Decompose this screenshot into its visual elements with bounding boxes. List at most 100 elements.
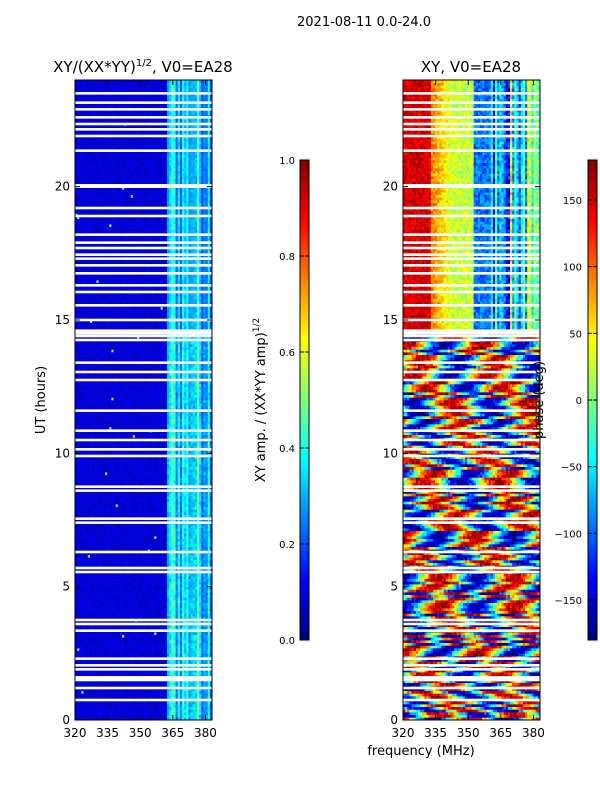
heatmap-cell xyxy=(126,610,129,614)
heatmap-cell xyxy=(92,637,95,641)
heatmap-cell xyxy=(132,626,136,630)
heatmap-cell xyxy=(171,661,174,665)
heatmap-cell xyxy=(147,682,151,686)
heatmap-cell xyxy=(119,613,123,617)
heatmap-cell xyxy=(122,578,125,582)
heatmap-cell xyxy=(85,581,89,585)
heatmap-cell xyxy=(98,661,102,665)
heatmap-cell xyxy=(173,616,176,620)
heatmap-cell xyxy=(164,653,168,657)
heatmap-cell xyxy=(79,661,82,665)
heatmap-cell xyxy=(182,672,185,676)
heatmap-cell xyxy=(158,512,161,516)
heatmap-cell xyxy=(156,528,159,532)
heatmap-cell xyxy=(77,704,80,708)
heatmap-cell xyxy=(201,557,204,561)
heatmap-cell xyxy=(209,597,212,601)
heatmap-cell xyxy=(209,554,212,558)
heatmap-cell xyxy=(190,600,194,604)
heatmap-cell xyxy=(154,512,157,516)
heatmap-cell xyxy=(134,706,138,710)
heatmap-cell xyxy=(184,605,187,609)
heatmap-cell xyxy=(83,640,87,644)
heatmap-cell xyxy=(79,696,82,700)
heatmap-cell xyxy=(203,554,206,558)
heatmap-cell xyxy=(107,696,110,700)
heatmap-cell xyxy=(137,536,140,540)
heatmap-cell xyxy=(115,616,119,620)
heatmap-cell xyxy=(199,645,202,649)
heatmap-cell xyxy=(132,648,136,652)
heatmap-cell xyxy=(79,714,82,718)
heatmap-cell xyxy=(162,546,166,550)
heatmap-cell xyxy=(94,562,97,566)
heatmap-cell xyxy=(85,648,89,652)
heatmap-cell xyxy=(192,597,196,601)
heatmap-cell xyxy=(152,554,155,558)
heatmap-cell xyxy=(194,605,198,609)
heatmap-cell xyxy=(207,690,211,694)
heatmap-cell xyxy=(160,512,164,516)
heatmap-cell xyxy=(113,624,117,628)
heatmap-cell xyxy=(205,528,209,532)
heatmap-cell xyxy=(197,714,200,718)
heatmap-cell xyxy=(104,688,108,692)
heatmap-cell xyxy=(203,616,206,620)
heatmap-cell xyxy=(169,661,172,665)
heatmap-cell xyxy=(143,637,146,641)
heatmap-cell xyxy=(137,632,140,636)
heatmap-cell xyxy=(154,600,157,604)
heatmap-cell xyxy=(115,626,119,630)
heatmap-cell xyxy=(169,632,172,636)
heatmap-cell xyxy=(100,536,104,540)
heatmap-cell xyxy=(175,658,179,662)
heatmap-cell xyxy=(94,578,97,582)
heatmap-cell xyxy=(182,528,185,532)
heatmap-cell xyxy=(152,597,155,601)
heatmap-cell xyxy=(160,648,164,652)
heatmap-cell xyxy=(134,597,138,601)
heatmap-cell xyxy=(109,536,112,540)
heatmap-cell xyxy=(137,640,140,644)
heatmap-cell xyxy=(209,608,212,612)
heatmap-cell xyxy=(177,578,181,582)
heatmap-cell xyxy=(199,640,202,644)
heatmap-cell xyxy=(167,576,170,580)
heatmap-cell xyxy=(154,584,157,588)
heatmap-cell xyxy=(104,645,108,649)
heatmap-cell xyxy=(192,600,196,604)
heatmap-cell xyxy=(113,672,117,676)
heatmap-cell xyxy=(94,706,97,710)
heatmap-cell xyxy=(158,650,161,654)
heatmap-cell xyxy=(192,669,196,673)
heatmap-cell xyxy=(96,712,99,716)
heatmap-cell xyxy=(130,688,134,692)
heatmap-cell xyxy=(188,645,191,649)
heatmap-cell xyxy=(173,581,176,585)
heatmap-cell xyxy=(126,589,129,593)
heatmap-cell xyxy=(132,712,136,716)
heatmap-cell xyxy=(117,600,121,604)
heatmap-cell xyxy=(173,653,176,657)
heatmap-cell xyxy=(203,544,206,548)
heatmap-cell xyxy=(113,541,117,545)
heatmap-cell xyxy=(92,653,95,657)
heatmap-cell xyxy=(152,600,155,604)
heatmap-cell xyxy=(154,624,157,628)
heatmap-cell xyxy=(158,522,161,526)
heatmap-cell xyxy=(145,714,149,718)
heatmap-cell xyxy=(162,544,166,548)
heatmap-cell xyxy=(167,658,170,662)
heatmap-cell xyxy=(92,701,95,705)
heatmap-cell xyxy=(171,704,174,708)
heatmap-cell xyxy=(209,701,212,705)
heatmap-cell xyxy=(113,634,117,638)
heatmap-cell xyxy=(128,541,132,545)
heatmap-cell xyxy=(194,522,198,526)
heatmap-cell xyxy=(109,624,112,628)
heatmap-cell xyxy=(149,589,153,593)
heatmap-cell xyxy=(143,544,146,548)
heatmap-cell xyxy=(169,680,172,684)
heatmap-cell xyxy=(158,704,161,708)
heatmap-cell xyxy=(154,690,157,694)
